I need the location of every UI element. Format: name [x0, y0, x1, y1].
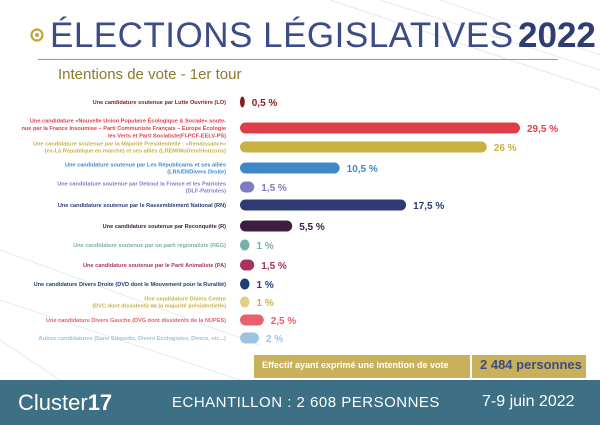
page-title: ÉLECTIONS LÉGISLATIVES 2022 [50, 16, 596, 56]
bar [240, 259, 255, 271]
value-label: 1 % [256, 241, 273, 252]
bar [240, 141, 487, 153]
bar [240, 278, 250, 290]
value-label: 1 % [256, 298, 273, 309]
bar [240, 122, 520, 134]
bar [240, 296, 250, 308]
bar [240, 181, 255, 193]
sample-value: 2 484 personnes [480, 357, 582, 372]
bar [240, 314, 264, 326]
value-label: 17,5 % [413, 201, 444, 212]
brand-prefix: Cluster [18, 390, 88, 415]
value-label: 0,5 % [252, 98, 278, 109]
bar [240, 162, 340, 174]
bar [240, 220, 293, 232]
sample-separator [470, 355, 472, 378]
category-label: Une candidature soutenue par Reconquête … [103, 224, 227, 230]
bar [240, 199, 407, 211]
page-subtitle: Intentions de vote - 1er tour [58, 66, 242, 83]
value-label: 10,5 % [347, 164, 378, 175]
bar [240, 96, 245, 108]
survey-dates: 7-9 juin 2022 [482, 393, 575, 410]
title-year: 2022 [518, 16, 596, 55]
category-label: Une candidature soutenue par Les Républi… [65, 162, 226, 175]
value-label: 2,5 % [271, 316, 297, 327]
bar [240, 239, 250, 251]
value-label: 29,5 % [527, 124, 558, 135]
category-label: Une candidature soutenue par le Rassembl… [58, 203, 226, 209]
sample-label: Effectif ayant exprimé une intention de … [262, 360, 449, 370]
value-label: 26 % [494, 143, 517, 154]
category-label: Une candidature «Nouvelle Union Populair… [21, 117, 226, 140]
category-label: Une candidature soutenue par la Majorité… [33, 141, 226, 154]
sample-size: ECHANTILLON : 2 608 PERSONNES [172, 394, 440, 411]
value-label: 1,5 % [261, 183, 287, 194]
category-label: Une candidature soutenue par Lutte Ouvri… [93, 100, 226, 106]
category-label: Autres candidatures (Sans Etiquette, Div… [39, 336, 227, 342]
title-main: ÉLECTIONS LÉGISLATIVES [50, 16, 514, 55]
target-icon [30, 28, 44, 42]
category-label: Une candidature soutenue par le Parti An… [83, 263, 226, 269]
category-label: Une candidature soutenue par Debout la F… [57, 181, 226, 194]
value-label: 1,5 % [261, 261, 287, 272]
category-label: Une candidature Divers Gauche (DVG dont … [46, 318, 226, 324]
value-label: 5,5 % [299, 222, 325, 233]
category-label: Une candidature soutenue par un parti ré… [73, 243, 226, 249]
value-label: 1 % [256, 280, 273, 291]
brand-number: 17 [87, 390, 113, 415]
bottom-bar: Cluster17 ECHANTILLON : 2 608 PERSONNES … [0, 380, 600, 425]
title-divider [38, 59, 558, 60]
value-label: 2 % [266, 334, 283, 345]
brand-logo: Cluster17 [18, 390, 112, 416]
bar-chart: 0,5 % Une candidature soutenue par Lutte … [21, 96, 558, 345]
category-label: Une candidature Divers Droite (DVD dont … [34, 282, 227, 288]
bar [240, 332, 259, 344]
category-label: Une candidature Divers Centre (DVC dont d… [92, 296, 226, 309]
sample-band [254, 355, 586, 378]
